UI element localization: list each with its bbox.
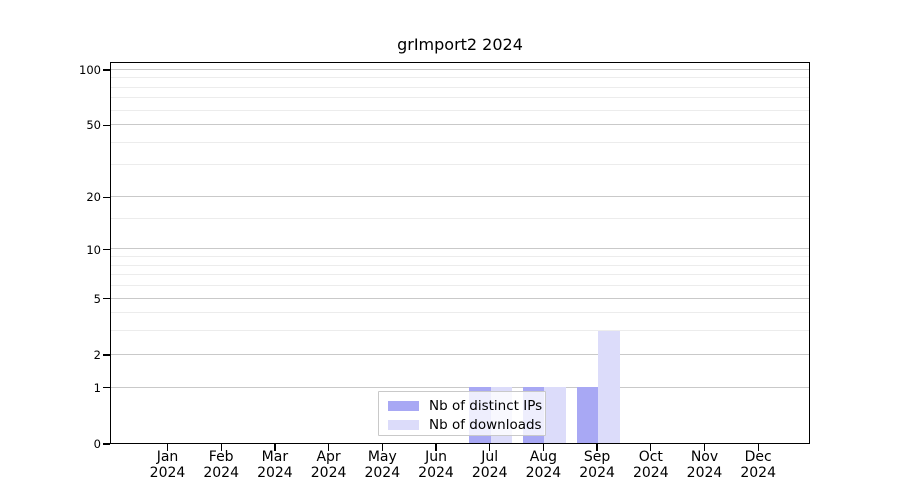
- y-tick-label-100: 100: [79, 63, 101, 77]
- y-tick-label-2: 2: [93, 347, 101, 362]
- gridline-y-30: [111, 164, 809, 166]
- x-tick-mark: [596, 444, 598, 451]
- x-tick-mark: [489, 444, 491, 451]
- gridline-y-6: [111, 285, 809, 287]
- x-tick-label-nov: Nov 2024: [686, 449, 723, 481]
- x-tick-mark: [327, 444, 330, 451]
- x-tick-label-aug: Aug 2024: [525, 449, 562, 481]
- gridline-y-10: [111, 248, 809, 250]
- x-tick-mark: [650, 444, 652, 451]
- x-tick-mark: [542, 444, 545, 451]
- y-tick-mark: [103, 69, 110, 71]
- x-tick-label-oct: Oct 2024: [632, 449, 669, 481]
- x-tick-label-sep: Sep 2024: [579, 449, 615, 481]
- x-tick-label-jan: Jan 2024: [149, 449, 186, 481]
- x-tick-label-jul: Jul 2024: [471, 449, 508, 481]
- gridline-y-8: [111, 264, 809, 266]
- chart-title: grImport2 2024: [397, 35, 523, 54]
- x-tick-mark: [703, 444, 706, 451]
- gridline-y-1: [111, 386, 809, 388]
- legend: Nb of distinct IPs Nb of downloads: [378, 391, 546, 436]
- legend-swatch-distinct-ips: [388, 400, 419, 411]
- gridline-y-5: [111, 297, 809, 299]
- x-tick-label-feb: Feb 2024: [203, 449, 239, 481]
- y-tick-mark: [103, 387, 110, 389]
- gridline-y-2: [111, 353, 809, 355]
- x-tick-mark: [220, 444, 222, 451]
- bar-downloads-sep: [598, 330, 620, 443]
- y-tick-mark: [103, 196, 110, 198]
- y-tick-label-10: 10: [86, 242, 101, 257]
- bar-distinct-ips-sep: [576, 386, 599, 443]
- gridline-y-3: [111, 330, 809, 332]
- plot-area: [110, 62, 810, 444]
- legend-swatch-downloads: [388, 419, 419, 430]
- y-tick-label-50: 50: [86, 118, 101, 133]
- y-tick-label-5: 5: [93, 291, 101, 306]
- x-tick-mark: [381, 444, 383, 451]
- y-tick-label-20: 20: [86, 190, 101, 205]
- gridline-y-90: [111, 77, 809, 79]
- legend-label-downloads: Nb of downloads: [429, 416, 542, 433]
- x-tick-mark: [435, 444, 437, 451]
- gridline-y-4: [111, 312, 809, 314]
- x-tick-label-jun: Jun 2024: [418, 449, 454, 481]
- gridline-y-50: [111, 124, 809, 126]
- x-tick-mark: [274, 444, 276, 451]
- gridline-y-40: [111, 141, 809, 143]
- y-tick-mark: [103, 298, 110, 300]
- x-tick-label-may: May 2024: [364, 449, 401, 481]
- y-tick-mark: [103, 249, 110, 251]
- x-tick-label-mar: Mar 2024: [257, 449, 293, 481]
- legend-label-distinct-ips: Nb of distinct IPs: [429, 397, 543, 414]
- gridline-y-15: [111, 218, 809, 220]
- gridline-y-80: [111, 86, 809, 88]
- gridline-y-20: [111, 195, 809, 197]
- y-tick-label-1: 1: [93, 380, 101, 395]
- y-tick-label-0: 0: [93, 437, 101, 451]
- legend-item-downloads: Nb of downloads: [386, 416, 545, 433]
- x-tick-label-apr: Apr 2024: [310, 449, 347, 481]
- y-tick-mark: [103, 124, 110, 127]
- gridline-y-60: [111, 109, 809, 111]
- gridline-y-7: [111, 274, 809, 276]
- gridline-y-100: [111, 68, 809, 70]
- x-tick-label-dec: Dec 2024: [740, 449, 776, 481]
- bar-downloads-aug: [544, 386, 566, 443]
- gridline-y-70: [111, 97, 809, 99]
- x-tick-mark: [166, 444, 169, 451]
- gridline-y-9: [111, 256, 809, 258]
- y-tick-mark: [103, 443, 110, 445]
- x-tick-mark: [757, 444, 759, 451]
- legend-item-distinct-ips: Nb of distinct IPs: [386, 397, 545, 414]
- y-tick-mark: [103, 354, 110, 356]
